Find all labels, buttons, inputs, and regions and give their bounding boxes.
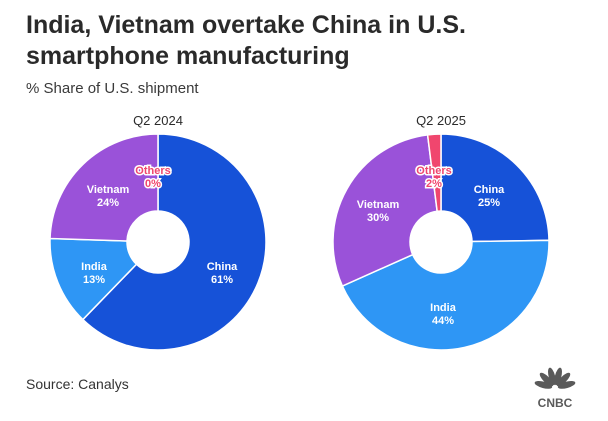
slice-china [440,133,550,243]
label-value: 13% [83,274,105,286]
peacock-feather [557,381,576,389]
chart-panel-title: Q2 2025 [416,113,466,128]
slice-india [341,239,550,351]
peacock-feather [554,367,562,386]
source-note: Source: Canalys [26,376,129,392]
label-category: China [474,184,505,196]
label-category: Vietnam [87,184,130,196]
peacock-feather [534,381,553,389]
label-value: 25% [478,197,500,209]
label-category: India [430,302,457,314]
label-value: 44% [432,315,454,327]
label-value: 2% [426,178,442,190]
cnbc-logo: CNBC [534,367,576,410]
peacock-feather [548,367,556,386]
brand-wordmark: CNBC [538,396,573,410]
chart-title: India, Vietnam overtake China in U.S. sm… [26,11,466,70]
chart-subtitle: % Share of U.S. shipment [26,80,199,97]
slice-others [426,133,442,213]
peacock-feather [556,372,571,387]
peacock-feather [539,372,554,387]
slice-vietnam [332,133,438,288]
slice-china [81,133,267,351]
donut-chart-q2-2025: Q2 2025China25%India44%Vietnam30%Others2… [332,113,550,351]
slice-india [49,237,138,321]
peacock-icon [534,367,576,389]
label-category: India [81,261,108,273]
label-category: China [207,261,238,273]
label-value: 30% [367,212,389,224]
label-category: Others [416,165,451,177]
label-value: 0% [145,178,161,190]
label-category: Vietnam [357,199,400,211]
slice-vietnam [49,133,159,242]
label-value: 61% [211,274,233,286]
donut-chart-q2-2024: Q2 2024China61%India13%Vietnam24%Others0… [49,113,267,351]
chart-panel-title: Q2 2024 [133,113,183,128]
label-value: 24% [97,197,119,209]
label-category: Others [135,165,170,177]
